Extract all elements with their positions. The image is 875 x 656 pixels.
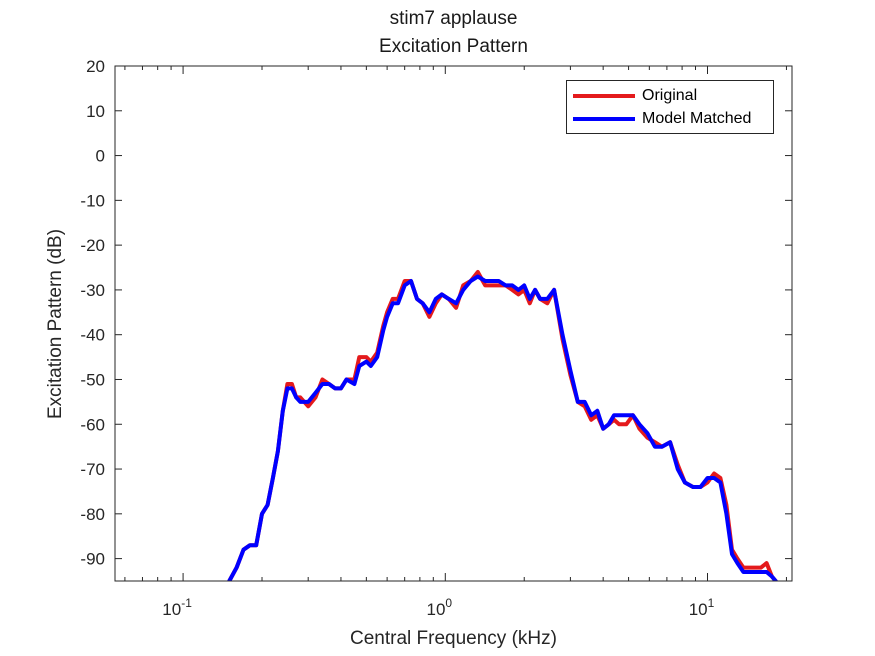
y-tick-label: -20 xyxy=(80,236,105,255)
chart-title: stim7 applause xyxy=(389,8,518,29)
y-tick-label: -80 xyxy=(80,505,105,524)
y-tick-label: -50 xyxy=(80,370,105,389)
legend: Original Model Matched xyxy=(566,80,774,134)
legend-item-model-matched: Model Matched xyxy=(573,109,751,129)
legend-swatch-original xyxy=(573,94,635,98)
y-tick-label: -60 xyxy=(80,415,105,434)
y-tick-label: 0 xyxy=(96,147,105,166)
series-layer xyxy=(227,270,778,581)
chart-subtitle: Excitation Pattern xyxy=(379,36,528,57)
x-tick-exponent: 1 xyxy=(708,596,715,610)
x-tick-label: 101 xyxy=(689,596,715,619)
y-tick-label: -90 xyxy=(80,550,105,569)
x-axis-label: Central Frequency (kHz) xyxy=(350,628,557,649)
y-tick-label: 20 xyxy=(86,57,105,76)
legend-item-original: Original xyxy=(573,86,697,106)
axes-box xyxy=(114,65,793,582)
y-tick-label: -40 xyxy=(80,326,105,345)
x-tick-label: 10-1 xyxy=(162,596,192,619)
series-line-original xyxy=(227,270,778,581)
legend-label-model-matched: Model Matched xyxy=(642,110,752,127)
legend-label-original: Original xyxy=(642,87,698,104)
y-tick-label: -10 xyxy=(80,191,105,210)
x-tick-exponent: -1 xyxy=(181,596,192,610)
y-axis-label: Excitation Pattern (dB) xyxy=(45,228,66,420)
y-tick-label: 10 xyxy=(86,102,105,121)
y-tick-label: -30 xyxy=(80,281,105,300)
x-tick-exponent: 0 xyxy=(445,596,452,610)
y-tick-label: -70 xyxy=(80,460,105,479)
x-tick-label: 100 xyxy=(426,596,452,619)
legend-swatch-model-matched xyxy=(573,117,635,121)
series-line-model-matched xyxy=(227,274,778,581)
